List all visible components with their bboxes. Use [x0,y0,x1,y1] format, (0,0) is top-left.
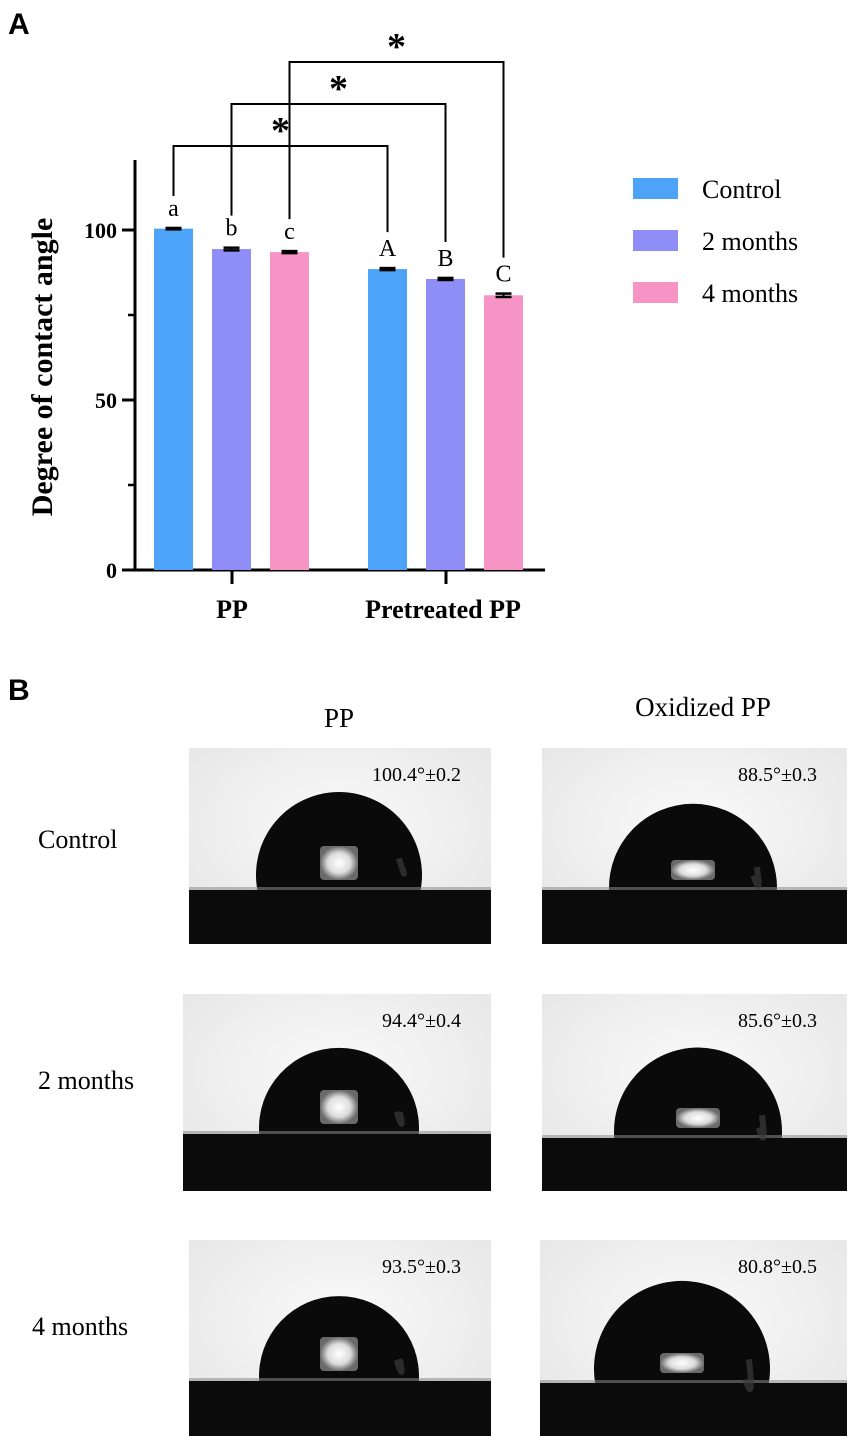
substrate-edge [189,887,491,890]
legend-label-4-months: 4 months [702,279,798,308]
bar-4-months-pretreated-pp [484,295,523,570]
legend: Control 2 months 4 months [633,175,798,308]
substrate [540,1383,847,1436]
legend-label-control: Control [702,175,781,204]
significance-letter: C [495,262,511,288]
x-categories: PP Pretreated PP [216,570,521,624]
droplet-highlight [320,846,358,880]
significance-bracket-4-months [288,61,505,258]
droplet-photo-2-months-pp: 94.4°±0.4 [183,994,491,1191]
droplet-rim-reflection [750,866,762,890]
droplet-photos: 100.4°±0.2 88.5°±0.3 94.4°±0.4 85.6°±0.3 93.… [183,748,847,1436]
panel-a-label: A [8,8,30,41]
y-tick-label: 50 [95,388,117,413]
contact-angle-value: 94.4°±0.4 [382,1010,461,1032]
legend-swatch-4-months [633,282,678,303]
error-bars [165,226,512,299]
droplet-photo-control-pp: 100.4°±0.2 [189,748,491,944]
significance-asterisk: * [271,110,290,152]
y-tick-label: 100 [84,218,117,243]
droplet-photo-4-months-oxidized-pp: 80.8°±0.5 [540,1240,847,1436]
droplet-base [609,889,777,892]
droplet-highlight [320,1337,358,1371]
droplet-rim-reflection [742,1359,754,1393]
significance-bracket-control [172,145,389,233]
droplet-base [257,889,421,892]
significance-bracket-2-months [230,103,447,242]
water-droplet [255,792,422,890]
substrate [189,1381,491,1436]
droplet-rim-reflection [393,1358,405,1375]
row-label-2-months: 2 months [38,1066,134,1095]
droplet-photo-control-oxidized-pp: 88.5°±0.3 [542,748,847,944]
substrate-edge [542,1135,847,1138]
contact-angle-value: 80.8°±0.5 [738,1256,817,1278]
significance-letter: a [168,196,179,222]
water-droplet [609,803,778,890]
substrate [189,890,491,944]
legend-swatch-control [633,178,678,199]
substrate [542,1138,847,1191]
significance-letters: a Ab Bc C [168,196,511,288]
bars [154,228,523,571]
droplet-base [259,1133,419,1136]
bar-2-months-pp [212,249,251,571]
column-header-oxidized-pp: Oxidized PP [635,692,771,722]
droplet-photo-2-months-oxidized-pp: 85.6°±0.3 [542,994,847,1191]
significance-letter: c [284,219,295,245]
column-header-pp: PP [324,703,354,733]
significance-letter: b [226,216,238,242]
substrate-edge [540,1380,847,1383]
water-droplet [614,1047,782,1138]
significance-letter: B [437,246,453,272]
substrate [542,890,847,944]
x-tick-label-pretreated-pp: Pretreated PP [365,595,521,624]
contact-angle-value: 100.4°±0.2 [372,764,461,786]
legend-swatch-2-months [633,230,678,251]
row-label-control: Control [38,825,117,854]
y-axis-label: Degree of contact angle [26,218,59,517]
contact-angle-value: 85.6°±0.3 [738,1010,817,1032]
significance-asterisk: * [387,26,406,68]
bar-4-months-pp [270,252,309,570]
droplet-rim-reflection [395,857,407,877]
droplet-highlight [320,1090,358,1124]
bar-control-pretreated-pp [368,269,407,570]
row-label-4-months: 4 months [32,1312,128,1341]
water-droplet [594,1280,770,1383]
droplet-highlight [671,860,715,880]
contact-angle-value: 88.5°±0.3 [738,764,817,786]
substrate-edge [542,887,847,890]
substrate [183,1134,491,1191]
droplet-rim-reflection [393,1110,405,1127]
droplet-base [595,1382,769,1385]
panel-b-label: B [8,674,30,707]
substrate-edge [183,1131,491,1134]
substrate-edge [189,1378,491,1381]
bar-control-pp [154,228,193,570]
y-tick-label: 0 [106,558,117,583]
droplet-base [259,1380,419,1383]
significance-brackets: * * * [172,26,505,258]
legend-label-2-months: 2 months [702,227,798,256]
bar-2-months-pretreated-pp [426,278,465,570]
droplet-base [614,1137,782,1140]
droplet-photo-4-months-pp: 93.5°±0.3 [189,1240,491,1436]
droplet-highlight [676,1108,720,1128]
chart-axes [133,160,545,572]
droplet-highlight [660,1353,704,1373]
x-tick-label-pp: PP [216,595,248,624]
significance-letter: A [379,236,397,262]
droplet-rim-reflection [755,1114,767,1141]
contact-angle-value: 93.5°±0.3 [382,1256,461,1278]
significance-asterisk: * [329,68,348,110]
y-ticks: 0 50 100 [84,218,135,583]
